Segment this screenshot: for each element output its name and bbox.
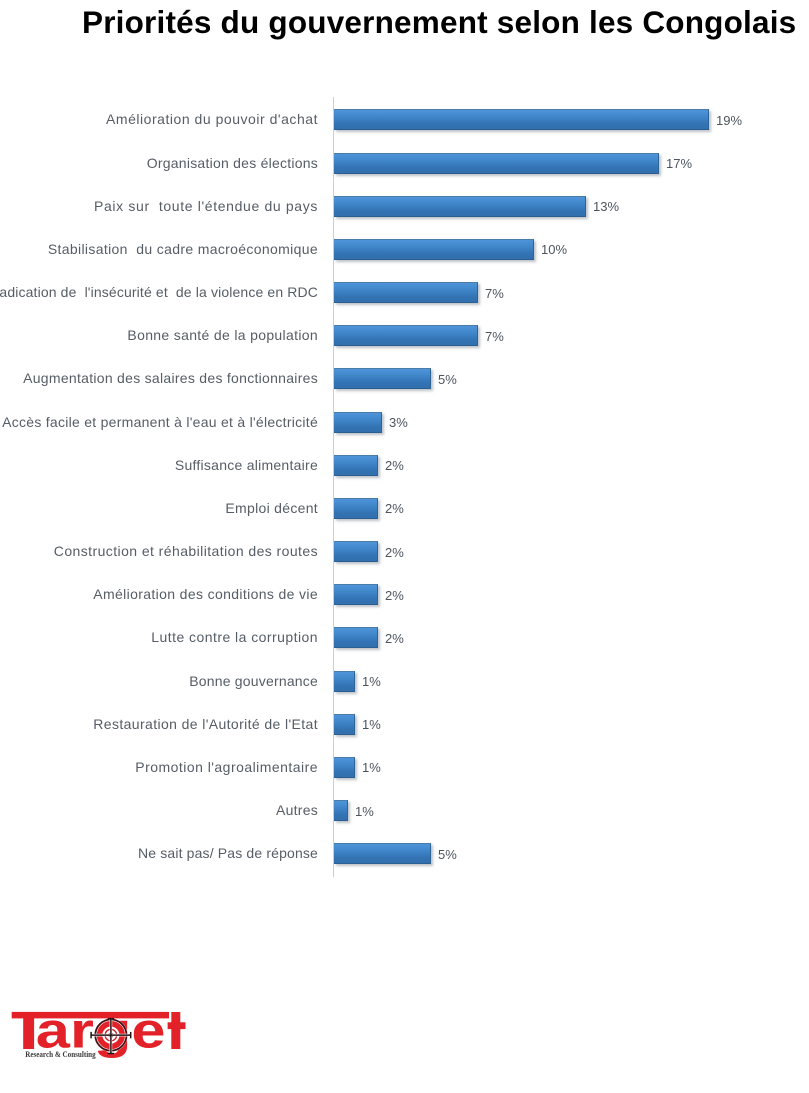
svg-text:Research & Consulting: Research & Consulting: [25, 1050, 96, 1059]
